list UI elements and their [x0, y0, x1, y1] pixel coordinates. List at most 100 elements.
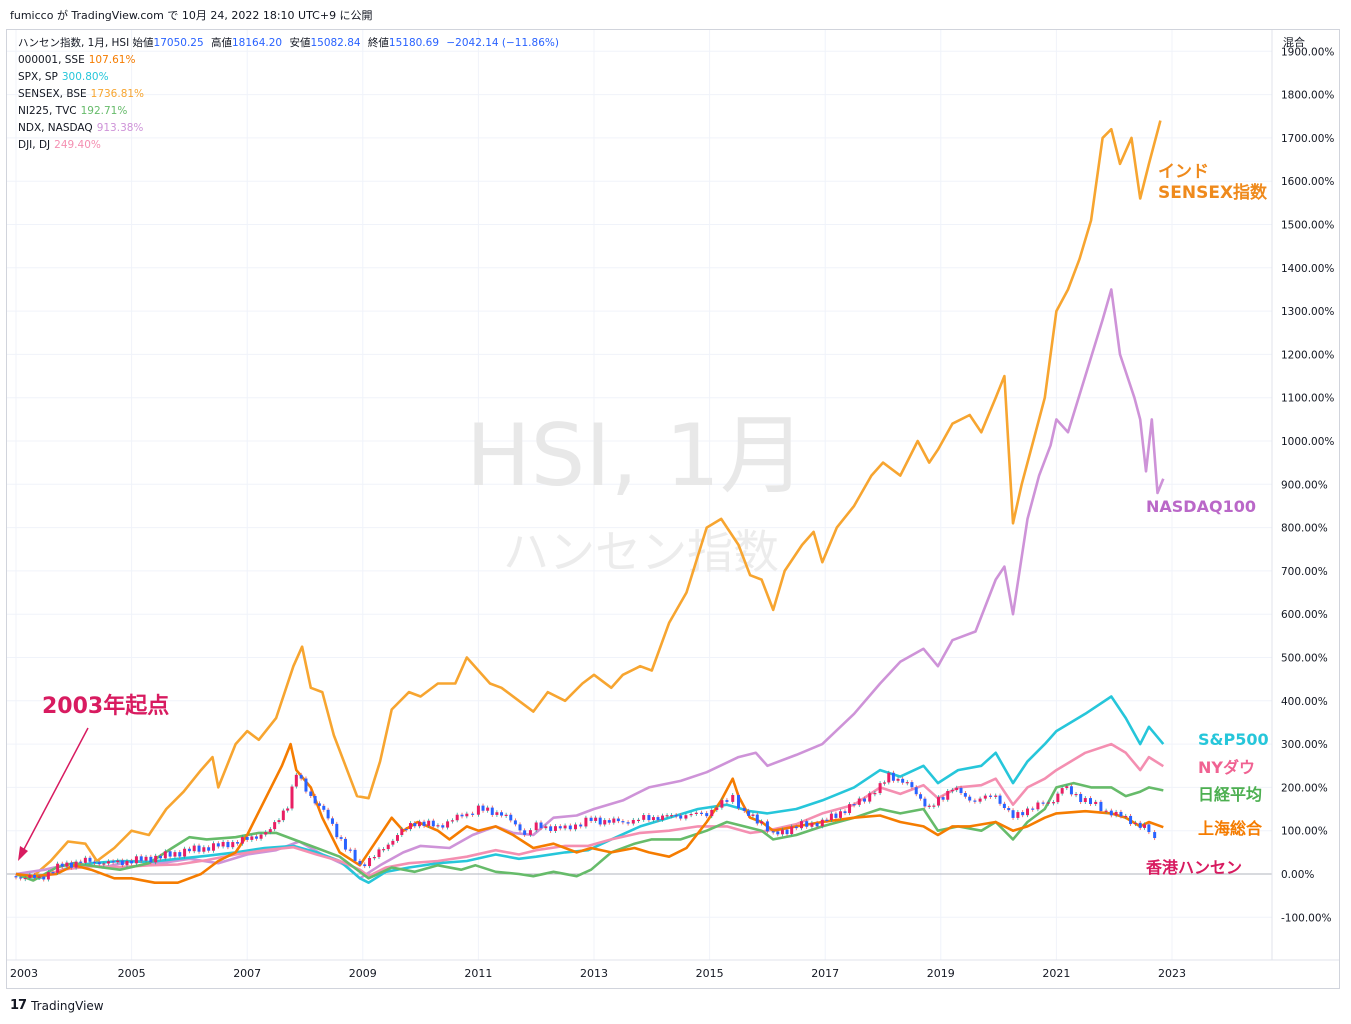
hsi-candle — [226, 841, 230, 848]
hsi-candle — [386, 844, 390, 850]
scale-mode-label[interactable]: 混合 — [1283, 36, 1305, 49]
legend-value: 192.71% — [80, 105, 128, 117]
hsi-candle — [810, 822, 814, 827]
legend-row-ndx[interactable]: NDX, NASDAQ 913.38% — [18, 120, 563, 137]
hsi-candle — [417, 821, 421, 827]
hsi-candle — [621, 821, 625, 823]
hsi-candle — [589, 817, 593, 821]
hsi-candle — [460, 814, 464, 817]
tradingview-footer[interactable]: 17 TradingView — [10, 998, 104, 1013]
hsi-candle — [594, 817, 598, 821]
legend-row-ni225[interactable]: NI225, TVC 192.71% — [18, 103, 563, 120]
chart-frame — [6, 29, 1340, 989]
legend-row-spx[interactable]: SPX, SP 300.80% — [18, 69, 563, 86]
hsi-candle — [863, 798, 867, 802]
hsi-candle — [207, 847, 211, 851]
hsi-candle — [377, 849, 381, 858]
legend-value: 913.38% — [96, 122, 144, 134]
annotation-dow: NYダウ — [1198, 758, 1255, 777]
x-tick-label: 2021 — [1042, 967, 1070, 980]
legend-row-sse[interactable]: 000001, SSE 107.61% — [18, 52, 563, 69]
hsi-candle — [689, 813, 693, 816]
hsi-candle — [509, 814, 513, 821]
hsi-candle — [363, 864, 367, 867]
hsi-candle — [106, 861, 110, 864]
y-tick-label: 1200.00% — [1281, 349, 1334, 361]
hsi-candle — [1094, 801, 1098, 805]
hsi-candle — [737, 795, 740, 809]
hsi-candle — [843, 811, 847, 814]
hsi-candle — [694, 812, 698, 814]
hsi-candle — [149, 856, 153, 863]
hsi-candle — [896, 778, 900, 781]
hsi-candle — [404, 828, 408, 831]
main-symbol-row[interactable]: ハンセン指数, 1月, HSI 始値17050.25 高値18164.20 安値… — [18, 35, 563, 52]
hsi-candle — [1069, 786, 1073, 795]
hsi-candle — [725, 800, 729, 802]
hsi-candle — [19, 877, 23, 879]
x-tick-label: 2003 — [10, 967, 38, 980]
hsi-candle — [1119, 811, 1123, 817]
hsi-candle — [139, 856, 143, 861]
hsi-candle — [455, 814, 459, 821]
watermark-symbol: HSI, 1月 — [466, 406, 806, 506]
hsi-candle — [111, 861, 115, 863]
hsi-candle — [65, 862, 69, 867]
change-value: −2042.14 (−11.86%) — [446, 37, 559, 49]
hsi-candle — [747, 810, 751, 816]
hsi-candle — [1060, 788, 1064, 794]
hsi-candle — [607, 820, 611, 823]
hsi-candle — [534, 822, 538, 831]
y-tick-label: 1600.00% — [1281, 176, 1334, 188]
hsi-candle — [441, 825, 445, 828]
hsi-candle — [544, 826, 548, 829]
hsi-candle — [1109, 810, 1113, 816]
y-tick-label: 1500.00% — [1281, 220, 1334, 232]
start-arrow-head — [18, 846, 28, 861]
legend-label: SENSEX, BSE — [18, 88, 87, 100]
hsi-candle — [259, 834, 263, 839]
hsi-candle — [1056, 793, 1060, 803]
hsi-candle — [51, 872, 55, 874]
hsi-candle — [144, 856, 148, 861]
hsi-candle — [1031, 808, 1035, 810]
hsi-candle — [553, 826, 557, 831]
hsi-candle — [500, 812, 504, 816]
legend-row-sensex[interactable]: SENSEX, BSE 1736.81% — [18, 86, 563, 103]
hsi-candle — [313, 795, 317, 804]
hsi-candle — [391, 840, 395, 845]
hsi-candle — [891, 772, 895, 781]
hsi-candle — [1011, 810, 1015, 818]
hsi-candle — [670, 815, 674, 817]
hsi-candle — [800, 821, 804, 829]
legend-row-dji[interactable]: DJI, DJ 249.40% — [18, 137, 563, 154]
annotation-shanghai: 上海総合 — [1198, 819, 1263, 838]
hsi-candle — [322, 805, 326, 810]
hsi-candle — [330, 818, 334, 824]
y-tick-label: 0.00% — [1281, 869, 1314, 881]
hsi-candle — [549, 826, 553, 831]
hsi-candle — [679, 815, 683, 819]
hsi-candle — [963, 793, 967, 797]
legend-value: 249.40% — [54, 139, 101, 151]
hsi-candle — [1036, 802, 1040, 810]
y-tick-label: 400.00% — [1281, 696, 1328, 708]
hsi-candle — [785, 829, 789, 835]
hsi-candle — [14, 876, 18, 878]
hsi-candle — [116, 860, 120, 863]
hsi-candle — [941, 797, 945, 800]
y-tick-label: 1400.00% — [1281, 263, 1334, 275]
close-label: 終値 — [367, 37, 389, 49]
hsi-candle — [163, 851, 167, 859]
y-tick-label: 1900.00% — [1281, 46, 1334, 58]
hsi-candle — [486, 807, 490, 811]
hsi-candle — [335, 823, 339, 838]
hsi-candle — [731, 795, 735, 802]
hsi-candle — [989, 795, 993, 797]
hsi-candle — [857, 798, 861, 805]
legend-label: NI225, TVC — [18, 105, 77, 117]
series-line-dji — [15, 742, 1164, 879]
hsi-candle — [273, 822, 277, 830]
hsi-candle — [495, 812, 499, 815]
